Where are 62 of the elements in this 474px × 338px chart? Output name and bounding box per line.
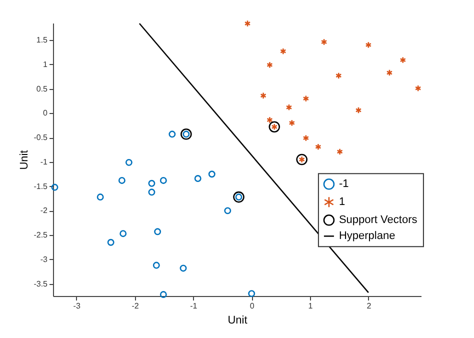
point [160, 176, 167, 184]
y-tick-label: -3 [40, 254, 48, 264]
point [268, 121, 280, 132]
y-tick-label: -3.5 [34, 279, 48, 288]
point [152, 262, 160, 269]
point [118, 176, 126, 184]
y-tick-label: 1.5 [36, 36, 48, 45]
y-tick-label: -2.5 [34, 230, 48, 240]
point [280, 48, 286, 55]
x-tick-label: 1 [308, 302, 314, 310]
legend-label: -1 [338, 178, 349, 190]
point [260, 92, 266, 100]
y-axis-title: Unit [18, 150, 31, 170]
x-tick-label: 2 [366, 302, 372, 310]
point [180, 264, 187, 272]
point [248, 290, 256, 298]
point [266, 116, 273, 124]
point [302, 95, 310, 102]
y-tick-label: 1 [43, 60, 48, 69]
point [336, 148, 343, 156]
point [286, 104, 292, 111]
y-tick-label: 0.5 [36, 84, 48, 94]
point [208, 170, 216, 178]
y-tick-label: -1.5 [34, 182, 48, 191]
point [51, 184, 58, 191]
point [266, 61, 273, 68]
point [148, 180, 156, 187]
point [320, 38, 328, 46]
point [224, 207, 232, 214]
point [154, 228, 162, 236]
x-tick-label: -2 [132, 302, 140, 310]
point [414, 84, 422, 92]
y-tick-label: -1 [40, 157, 48, 166]
point [125, 158, 132, 166]
y-tick-label: -0.5 [34, 133, 48, 142]
legend-label: Hyperplane [338, 230, 396, 242]
legend-label: 1 [338, 196, 346, 208]
point [365, 41, 372, 48]
point [148, 188, 156, 196]
x-tick-label: 0 [250, 302, 255, 310]
x-tick-label: -1 [190, 302, 198, 310]
point [355, 106, 362, 114]
x-axis-title: Unit [228, 314, 248, 326]
x-tick-label: -3 [73, 302, 81, 310]
point [168, 130, 176, 138]
point [160, 291, 167, 298]
point [400, 56, 406, 64]
point [315, 143, 322, 150]
point [233, 191, 244, 203]
point [386, 69, 393, 76]
point [302, 134, 310, 142]
point [107, 238, 114, 246]
point [194, 175, 202, 182]
point [96, 194, 104, 201]
point [296, 154, 308, 166]
point [120, 230, 127, 238]
legend-label: Support Vectors [338, 214, 418, 226]
point [244, 20, 251, 27]
y-tick-label: 0 [43, 108, 48, 118]
point [288, 119, 296, 126]
y-tick-label: -2 [40, 206, 48, 216]
point [336, 72, 342, 80]
